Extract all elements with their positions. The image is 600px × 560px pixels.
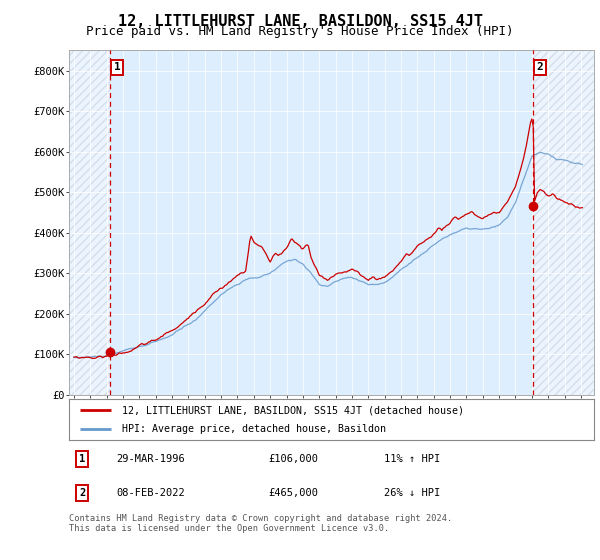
- Text: HPI: Average price, detached house, Basildon: HPI: Average price, detached house, Basi…: [121, 424, 386, 433]
- Bar: [69, 50, 110, 395]
- Text: Price paid vs. HM Land Registry's House Price Index (HPI): Price paid vs. HM Land Registry's House …: [86, 25, 514, 38]
- Text: 1: 1: [79, 454, 85, 464]
- Text: 11% ↑ HPI: 11% ↑ HPI: [384, 454, 440, 464]
- Text: 08-FEB-2022: 08-FEB-2022: [116, 488, 185, 498]
- Text: £465,000: £465,000: [269, 488, 319, 498]
- Text: 26% ↓ HPI: 26% ↓ HPI: [384, 488, 440, 498]
- Text: 2: 2: [79, 488, 85, 498]
- Text: 12, LITTLEHURST LANE, BASILDON, SS15 4JT (detached house): 12, LITTLEHURST LANE, BASILDON, SS15 4JT…: [121, 405, 464, 415]
- Text: 29-MAR-1996: 29-MAR-1996: [116, 454, 185, 464]
- Text: 1: 1: [113, 63, 121, 72]
- Text: Contains HM Land Registry data © Crown copyright and database right 2024.
This d: Contains HM Land Registry data © Crown c…: [69, 514, 452, 534]
- Text: 12, LITTLEHURST LANE, BASILDON, SS15 4JT: 12, LITTLEHURST LANE, BASILDON, SS15 4JT: [118, 14, 482, 29]
- Bar: [533, 50, 594, 395]
- Text: 2: 2: [537, 63, 544, 72]
- Text: £106,000: £106,000: [269, 454, 319, 464]
